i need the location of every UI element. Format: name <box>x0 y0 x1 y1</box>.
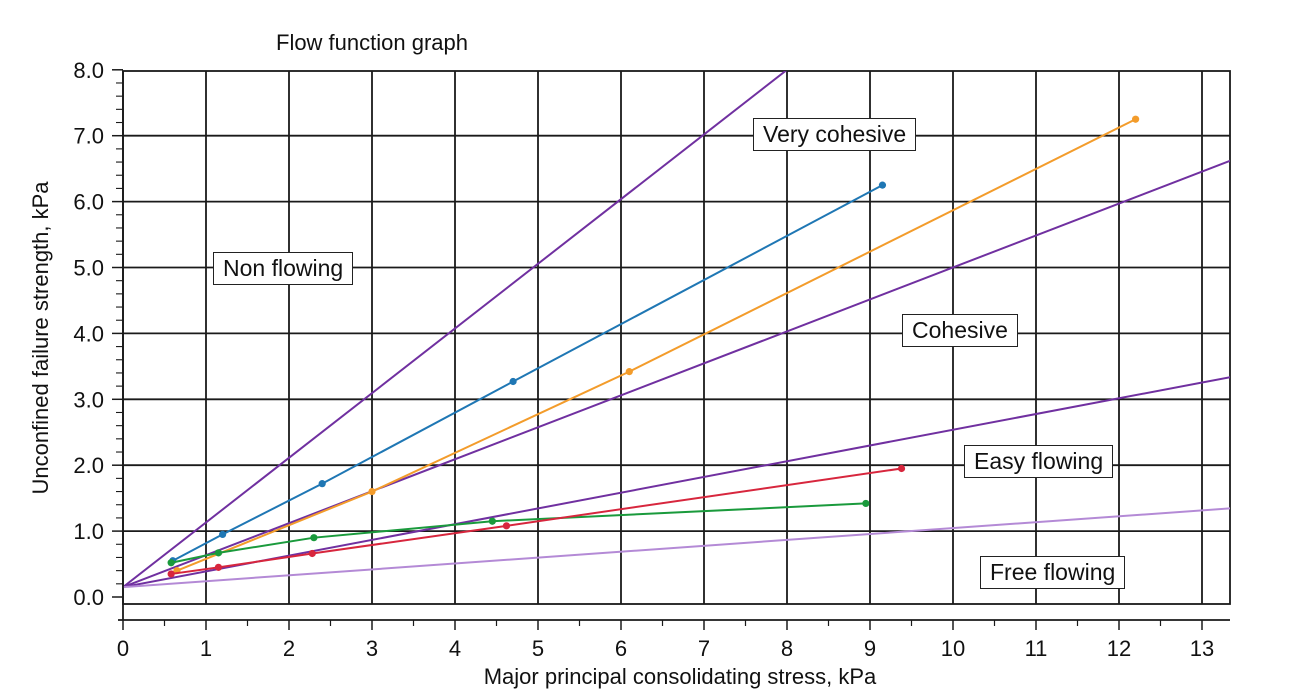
data-point <box>308 549 316 558</box>
x-tick-label: 2 <box>283 636 295 661</box>
chart-title: Flow function graph <box>276 30 468 55</box>
region-label-cohesive: Cohesive <box>902 314 1018 347</box>
boundary-line-1 <box>123 159 1230 589</box>
y-tick-label: 8.0 <box>73 58 104 83</box>
data-series <box>167 115 1140 578</box>
x-tick-label: 12 <box>1107 636 1131 661</box>
data-point <box>488 517 496 525</box>
region-label-free-flowing: Free flowing <box>980 556 1126 589</box>
axes: 0 1 2 3 4 5 6 7 8 9 10 11 12 130.01.02.03.04.05.06.07… <box>73 58 1230 661</box>
y-tick-label: 3.0 <box>73 387 104 412</box>
grid <box>122 70 1231 605</box>
y-tick-label: 4.0 <box>73 321 104 346</box>
data-point <box>219 530 227 538</box>
y-tick-label: 1.0 <box>73 519 104 544</box>
data-point <box>318 480 326 488</box>
data-point <box>509 377 517 386</box>
region-label-very-cohesive: Very cohesive <box>753 118 917 151</box>
data-point <box>167 570 175 578</box>
data-point <box>862 499 870 508</box>
x-tick-label: 7 <box>698 636 710 661</box>
data-point <box>1132 115 1140 123</box>
x-tick-label: 0 <box>117 636 129 661</box>
y-tick-label: 5.0 <box>73 256 104 281</box>
boundary-line-3 <box>123 507 1230 589</box>
boundary-lines <box>123 71 1230 589</box>
x-tick-label: 4 <box>449 636 461 661</box>
x-tick-label: 13 <box>1190 636 1214 661</box>
data-point <box>368 487 376 496</box>
x-tick-label: 5 <box>532 636 544 661</box>
x-tick-label: 11 <box>1025 636 1048 661</box>
x-tick-label: 6 <box>615 636 627 661</box>
series-line-0 <box>172 184 883 562</box>
data-point <box>502 522 511 530</box>
x-tick-label: 10 <box>941 636 965 661</box>
x-tick-label: 8 <box>781 636 793 661</box>
y-tick-label: 6.0 <box>73 190 104 215</box>
x-tick-label: 3 <box>366 636 378 661</box>
data-point <box>310 534 318 542</box>
data-point <box>214 549 223 557</box>
x-tick-label: 1 <box>200 636 212 661</box>
y-tick-label: 0.0 <box>73 585 104 610</box>
y-axis-label: Unconfined failure strength, kPa <box>28 181 53 495</box>
data-point <box>214 563 223 571</box>
series-line-1 <box>176 118 1137 572</box>
data-point <box>625 368 633 376</box>
region-label-easy-flowing: Easy flowing <box>964 445 1114 478</box>
data-point <box>897 464 906 473</box>
region-label-non-flowing: Non flowing <box>213 252 354 285</box>
boundary-line-2 <box>123 376 1230 589</box>
boundary-line-0 <box>123 71 788 588</box>
x-tick-label: 9 <box>864 636 876 661</box>
data-point <box>167 559 175 567</box>
x-axis-label: Major principal consolidating stress, kP… <box>483 664 877 689</box>
y-tick-label: 7.0 <box>73 124 104 149</box>
data-point <box>878 181 887 189</box>
y-tick-label: 2.0 <box>73 453 104 478</box>
